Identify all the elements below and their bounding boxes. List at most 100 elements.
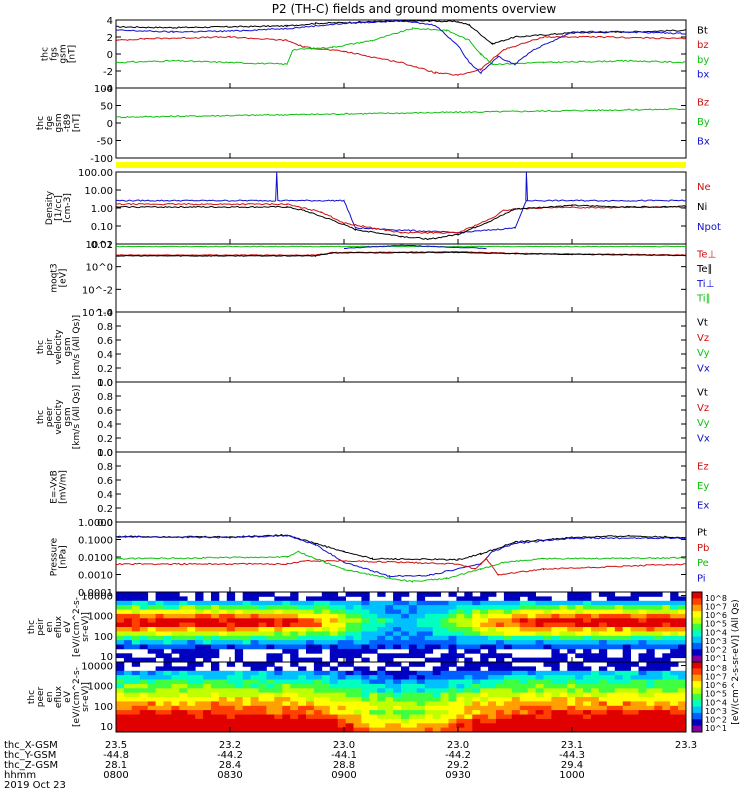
spectrogram-cell (551, 648, 560, 654)
spectrogram-cell (408, 653, 418, 659)
spectrogram-cell (123, 635, 133, 641)
spectrogram-cell (535, 627, 544, 632)
spectrogram-cell (456, 605, 465, 610)
spectrogram-cell (345, 613, 354, 619)
y-tick-label: 2 (107, 33, 113, 44)
spectrogram-cell (274, 600, 283, 606)
spectrogram-cell (670, 679, 679, 685)
spectrogram-cell (155, 618, 164, 624)
spectrogram-cell (211, 622, 220, 628)
spectrogram-cell (551, 644, 560, 650)
spectrogram-cell (488, 714, 497, 720)
spectrogram-cell (622, 653, 631, 659)
spectrogram-cell (678, 631, 687, 637)
spectrogram-cell (385, 710, 394, 715)
spectrogram-cell (131, 596, 141, 602)
spectrogram-cell (155, 718, 164, 724)
spectrogram-cell (179, 653, 188, 659)
spectrogram-cell (543, 701, 552, 707)
panel-4: moqt3 [eV]10^210^010^-210^-4Te⊥Te∥Ti⊥Ti∥ (50, 240, 717, 319)
spectrogram-cell (424, 714, 434, 720)
spectrogram-cell (646, 609, 655, 615)
spectrogram-cell (591, 697, 600, 702)
spectrogram-cell (527, 627, 536, 632)
spectrogram-cell (306, 683, 315, 689)
spectrogram-cell (147, 609, 156, 615)
spectrogram-cell (123, 631, 133, 637)
spectrogram-cell (290, 670, 299, 676)
spectrogram-cell (591, 670, 600, 676)
spectrogram-cell (306, 605, 315, 610)
spectrogram-cell (472, 662, 481, 667)
spectrogram-cell (234, 688, 244, 694)
spectrogram-cell (187, 670, 196, 676)
coord-value: -44.8 (103, 750, 129, 761)
spectrogram-cell (416, 605, 426, 610)
spectrogram-cell (424, 600, 434, 606)
legend-entry: Ne (697, 182, 711, 193)
spectrogram-cell (432, 692, 441, 698)
spectrogram-cell (369, 609, 378, 615)
spectrogram-cell (353, 705, 362, 711)
spectrogram-cell (329, 697, 339, 702)
spectrogram-cell (147, 727, 156, 733)
spectrogram-cell (598, 701, 608, 707)
spectrogram-cell (606, 635, 616, 641)
spectrogram-cell (385, 644, 394, 650)
y-tick-label: 0 (107, 119, 113, 130)
spectrogram-cell (393, 670, 402, 676)
spectrogram-cell (496, 688, 505, 694)
spectrogram-cell (321, 701, 331, 707)
spectrogram-cell (353, 679, 362, 685)
spectrogram-cell (361, 666, 370, 672)
spectrogram-cell (598, 714, 608, 720)
spectrogram-cell (678, 679, 687, 685)
spectrogram-cell (155, 592, 164, 597)
spectrogram-cell (306, 714, 315, 720)
spectrogram-cell (163, 727, 172, 733)
spectrogram-cell (234, 697, 244, 702)
spectrogram-cell (250, 710, 259, 715)
spectrogram-cell (606, 600, 616, 606)
y-tick-label: 50 (100, 102, 113, 113)
spectrogram-cell (195, 679, 204, 685)
spectrogram-cell (456, 705, 465, 711)
spectrogram-cell (448, 657, 457, 663)
spectrogram-cell (678, 697, 687, 702)
spectrogram-cell (575, 679, 584, 685)
spectrogram-cell (211, 592, 220, 597)
series-line-Pe (116, 550, 686, 583)
y-tick-label: 0.0100 (78, 553, 113, 564)
spectrogram-cell (464, 714, 473, 720)
spectrogram-cell (369, 701, 378, 707)
spectrogram-cell (401, 618, 410, 624)
spectrogram-cell (559, 683, 568, 689)
spectrogram-cell (218, 635, 228, 641)
spectrogram-cell (187, 648, 196, 654)
spectrogram-cell (591, 675, 600, 680)
spectrogram-cell (274, 644, 283, 650)
spectrogram-cell (242, 635, 251, 641)
spectrogram-cell (290, 631, 299, 637)
spectrogram-cell (408, 718, 418, 724)
spectrogram-cell (416, 679, 426, 685)
spectrogram-cell (266, 727, 275, 733)
spectrogram-cell (535, 705, 544, 711)
spectrogram-cell (591, 627, 600, 632)
spectrogram-cell (662, 697, 671, 702)
spectrogram-cell (393, 596, 402, 602)
spectrogram-cell (630, 635, 639, 641)
colorbar-tick-label: 10^6 (705, 681, 727, 690)
spectrogram-cell (464, 705, 473, 711)
spectrogram-cell (456, 710, 465, 715)
spectrogram-cell (678, 653, 687, 659)
coord-value: 28.1 (105, 760, 127, 771)
spectrogram-cell (638, 675, 647, 680)
spectrogram-cell (234, 618, 244, 624)
spectrogram-cell (424, 718, 434, 724)
spectrogram-cell (654, 697, 663, 702)
spectrogram-cell (583, 679, 592, 685)
spectrogram-cell (559, 640, 568, 645)
spectrogram-cell (519, 679, 529, 685)
spectrogram-cell (551, 692, 560, 698)
